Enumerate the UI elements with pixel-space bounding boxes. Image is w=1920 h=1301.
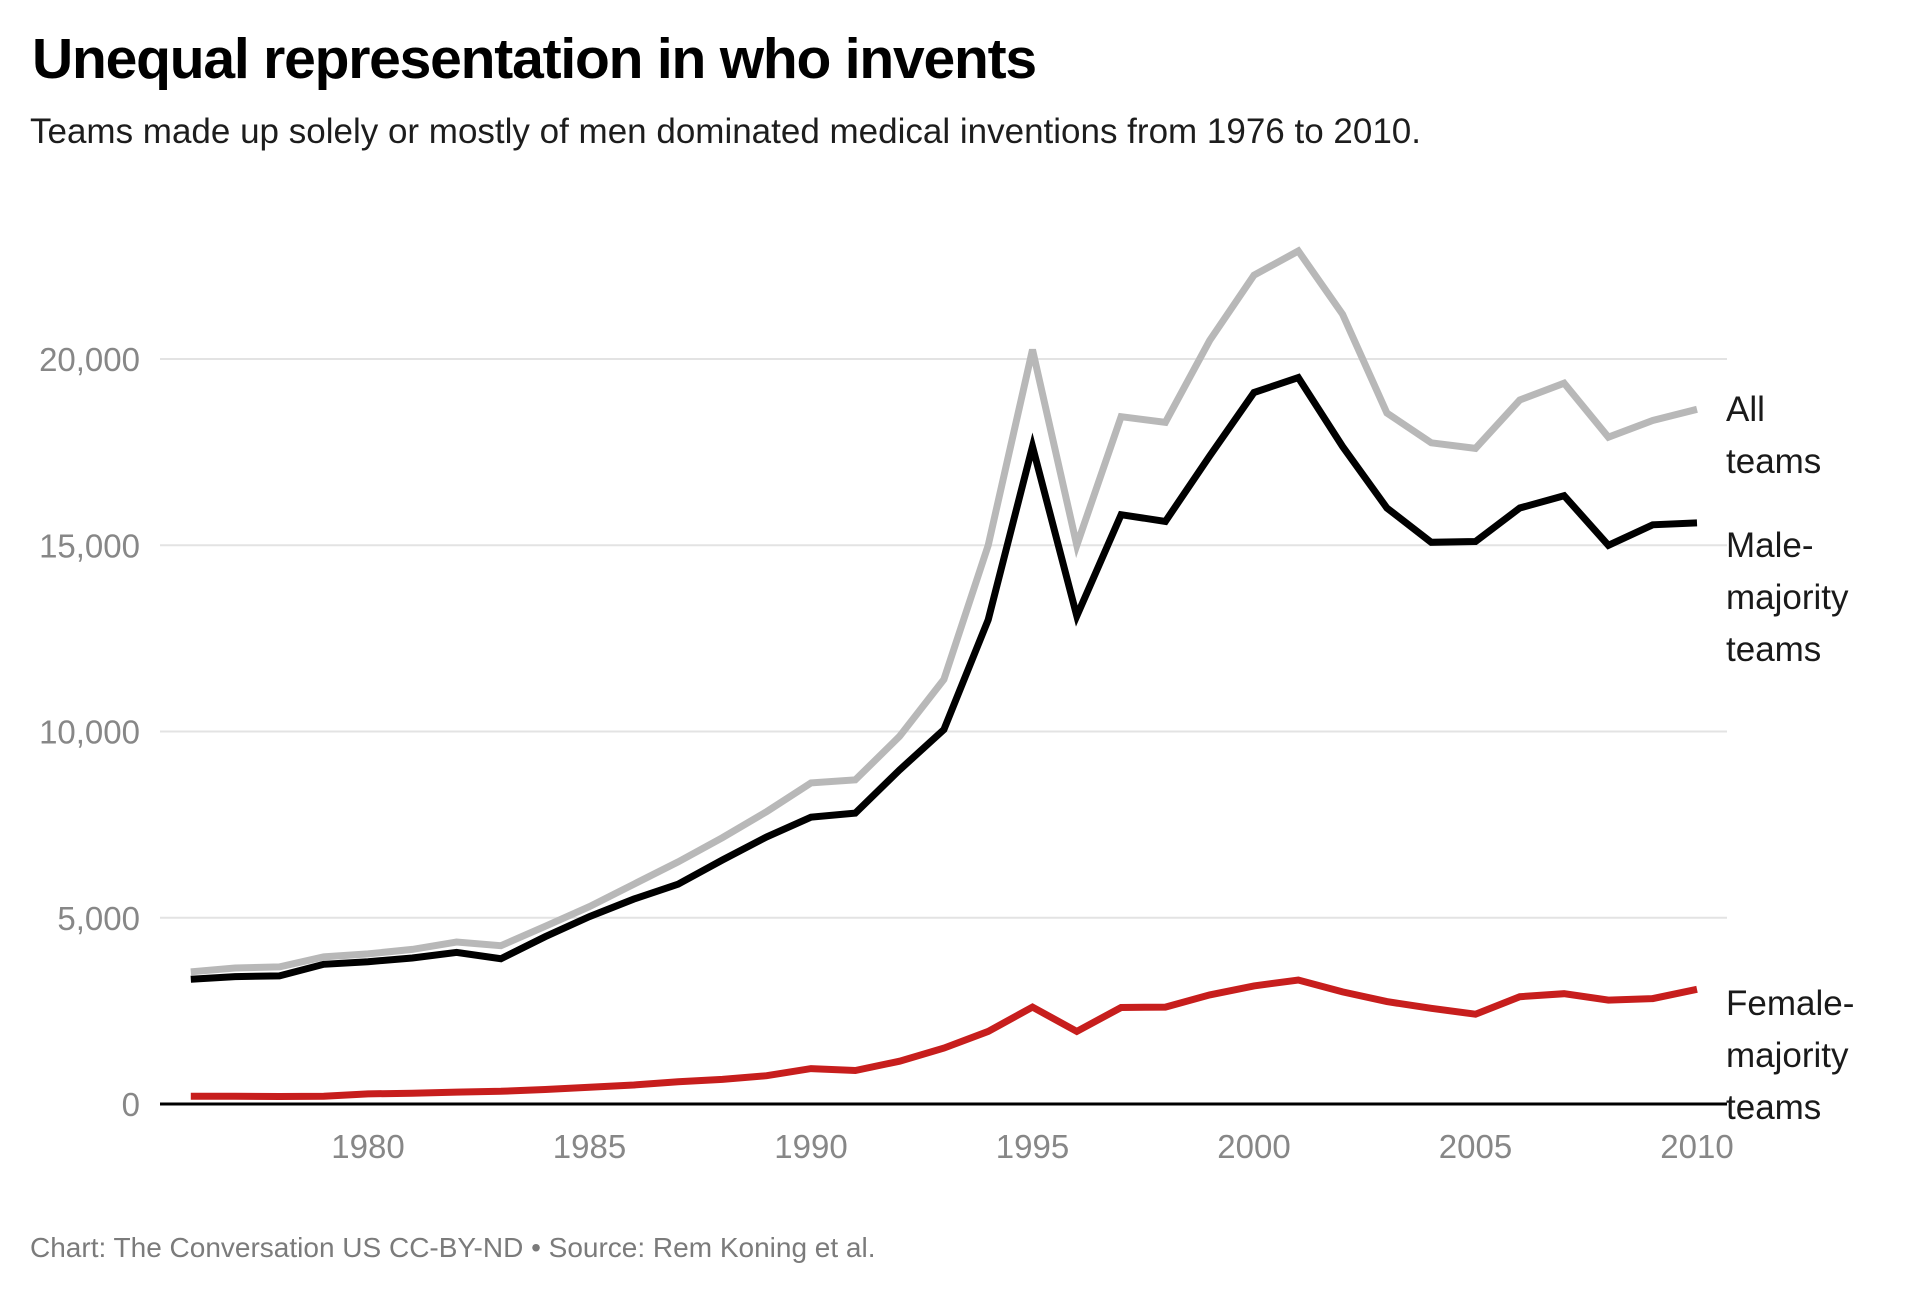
y-axis-tick-label: 0 xyxy=(122,1086,140,1123)
x-axis-tick-label: 1985 xyxy=(553,1128,626,1165)
x-axis-tick-label: 2005 xyxy=(1439,1128,1512,1165)
y-axis-tick-label: 10,000 xyxy=(39,714,140,751)
series-label-female-teams: Female- majority teams xyxy=(1726,984,1855,1127)
x-axis-tick-label: 1990 xyxy=(774,1128,847,1165)
x-axis-tick-label: 2000 xyxy=(1217,1128,1290,1165)
y-axis-tick-label: 20,000 xyxy=(39,341,140,378)
y-axis-tick-label: 15,000 xyxy=(39,527,140,564)
chart-title: Unequal representation in who invents xyxy=(32,27,1037,91)
series-line-all-teams xyxy=(190,246,1698,976)
x-axis-tick-label: 1995 xyxy=(996,1128,1069,1165)
series-label-male-teams: Male- majority teams xyxy=(1726,526,1849,669)
x-axis-tick-label: 1980 xyxy=(331,1128,404,1165)
chart-subtitle: Teams made up solely or mostly of men do… xyxy=(30,112,1421,151)
x-axis-tick-label: 2010 xyxy=(1660,1128,1733,1165)
series-line-male-teams xyxy=(190,373,1698,983)
y-axis-tick-label: 5,000 xyxy=(57,900,140,937)
chart-credit: Chart: The Conversation US CC-BY-ND • So… xyxy=(30,1232,876,1263)
series-label-all-teams: All teams xyxy=(1726,390,1822,481)
series-line-female-teams xyxy=(190,976,1698,1101)
